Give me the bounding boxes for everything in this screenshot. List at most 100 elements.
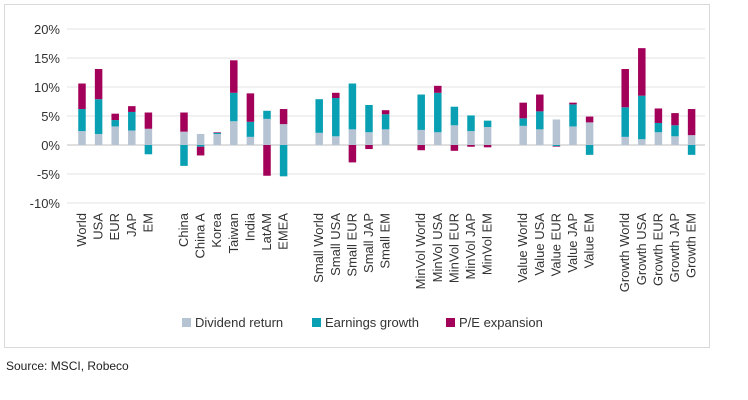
bar-segment	[585, 116, 594, 123]
bar-segment	[519, 118, 527, 126]
bar-segment	[638, 48, 646, 96]
bar-segment	[279, 109, 288, 125]
y-tick-label: 15%	[34, 51, 60, 66]
bar-segment	[180, 131, 188, 145]
bar-segment	[552, 119, 561, 145]
bar-segment	[246, 93, 255, 122]
bar-segment	[671, 125, 679, 137]
bar-segment	[654, 108, 663, 123]
bar-segment	[536, 94, 544, 112]
bar-segment	[348, 83, 357, 130]
bar-segment	[638, 95, 646, 140]
x-tick-label: Small USA	[328, 213, 343, 276]
x-tick-label: World	[74, 213, 89, 247]
bar-segment	[111, 126, 119, 145]
bar-segment	[128, 130, 136, 145]
bar-segment	[467, 115, 475, 132]
bar-segment	[180, 145, 188, 166]
y-tick-label: -10%	[30, 196, 61, 211]
x-tick-label: MinVol JAP	[463, 213, 478, 279]
x-tick-label: Small World	[311, 213, 326, 283]
bar-segment	[144, 145, 153, 155]
bar-segment	[365, 145, 373, 150]
bar-segment	[621, 136, 629, 145]
x-tick-label: China A	[193, 213, 208, 259]
bar-segment	[263, 110, 271, 119]
bar-segment	[348, 129, 357, 145]
bar-segment	[434, 132, 442, 145]
x-tick-label: Growth World	[617, 213, 632, 292]
x-tick-label: MinVol USA	[430, 213, 445, 283]
bar-segment	[332, 92, 340, 99]
bar-segment	[569, 104, 577, 127]
y-tick-label: -5%	[37, 167, 61, 182]
bar-segment	[213, 132, 221, 134]
x-tick-label: JAP	[124, 213, 139, 237]
bar-segment	[687, 109, 696, 136]
legend-swatch	[182, 318, 191, 327]
bar-segment	[315, 99, 323, 133]
x-tick-label: Value USA	[532, 213, 547, 276]
bar-segment	[144, 128, 153, 145]
bar-segment	[94, 133, 103, 145]
source-note: Source: MSCI, Robeco	[6, 359, 129, 373]
bar-segment	[585, 122, 594, 145]
legend-label: Dividend return	[195, 315, 283, 330]
bar-segment	[180, 112, 188, 132]
bar-segment	[417, 145, 425, 151]
bar-segment	[246, 121, 255, 137]
x-tick-label: EM	[140, 213, 155, 233]
x-tick-label: Small EM	[378, 213, 393, 269]
x-tick-label: Small JAP	[361, 213, 376, 273]
bar-segment	[213, 132, 221, 133]
legend-label: Earnings growth	[325, 315, 419, 330]
x-tick-label: Growth EM	[684, 213, 699, 278]
bar-segment	[279, 124, 288, 145]
bar-segment	[621, 107, 629, 137]
bar-segment	[381, 114, 390, 130]
x-tick-label: India	[242, 212, 257, 241]
bar-segment	[94, 69, 103, 100]
bar-segment	[78, 109, 86, 132]
y-tick-label: 5%	[41, 109, 60, 124]
x-tick-label: MinVol EM	[480, 213, 495, 275]
x-tick-label: Value World	[515, 213, 530, 283]
x-tick-label: EUR	[107, 213, 122, 240]
bar-segment	[417, 94, 425, 130]
bar-segment	[585, 145, 594, 155]
bar-segment	[552, 145, 561, 147]
bar-segment	[332, 98, 340, 137]
bar-segment	[365, 132, 373, 145]
bar-segment	[483, 145, 492, 148]
x-tick-label: MinVol World	[413, 213, 428, 289]
bar-segment	[621, 69, 629, 108]
bar-segment	[263, 118, 271, 145]
bar-segment	[536, 129, 544, 145]
x-tick-label: Growth JAP	[667, 213, 682, 282]
x-tick-label: EMEA	[276, 213, 291, 250]
bar-segment	[552, 146, 561, 147]
bar-segment	[78, 131, 86, 145]
bar-segment	[381, 110, 390, 115]
bar-segment	[94, 99, 103, 134]
bar-segment	[519, 125, 527, 145]
bar-segment	[450, 125, 459, 145]
bar-segment	[671, 113, 679, 126]
bar-segment	[687, 145, 696, 155]
bar-segment	[279, 145, 288, 177]
bar-segment	[467, 131, 475, 145]
bar-segment	[654, 132, 663, 145]
bar-segment	[196, 133, 205, 145]
bar-segment	[213, 133, 221, 145]
bar-segment	[111, 113, 119, 121]
bar-segment	[536, 111, 544, 130]
bar-segment	[111, 120, 119, 127]
legend-swatch	[312, 318, 321, 327]
bar-segment	[434, 92, 442, 133]
bar-segment	[654, 122, 663, 133]
bar-segment	[519, 102, 527, 119]
y-tick-label: 0%	[41, 138, 60, 153]
bar-segment	[315, 132, 323, 145]
bar-segment	[78, 83, 86, 110]
bar-segment	[671, 136, 679, 145]
